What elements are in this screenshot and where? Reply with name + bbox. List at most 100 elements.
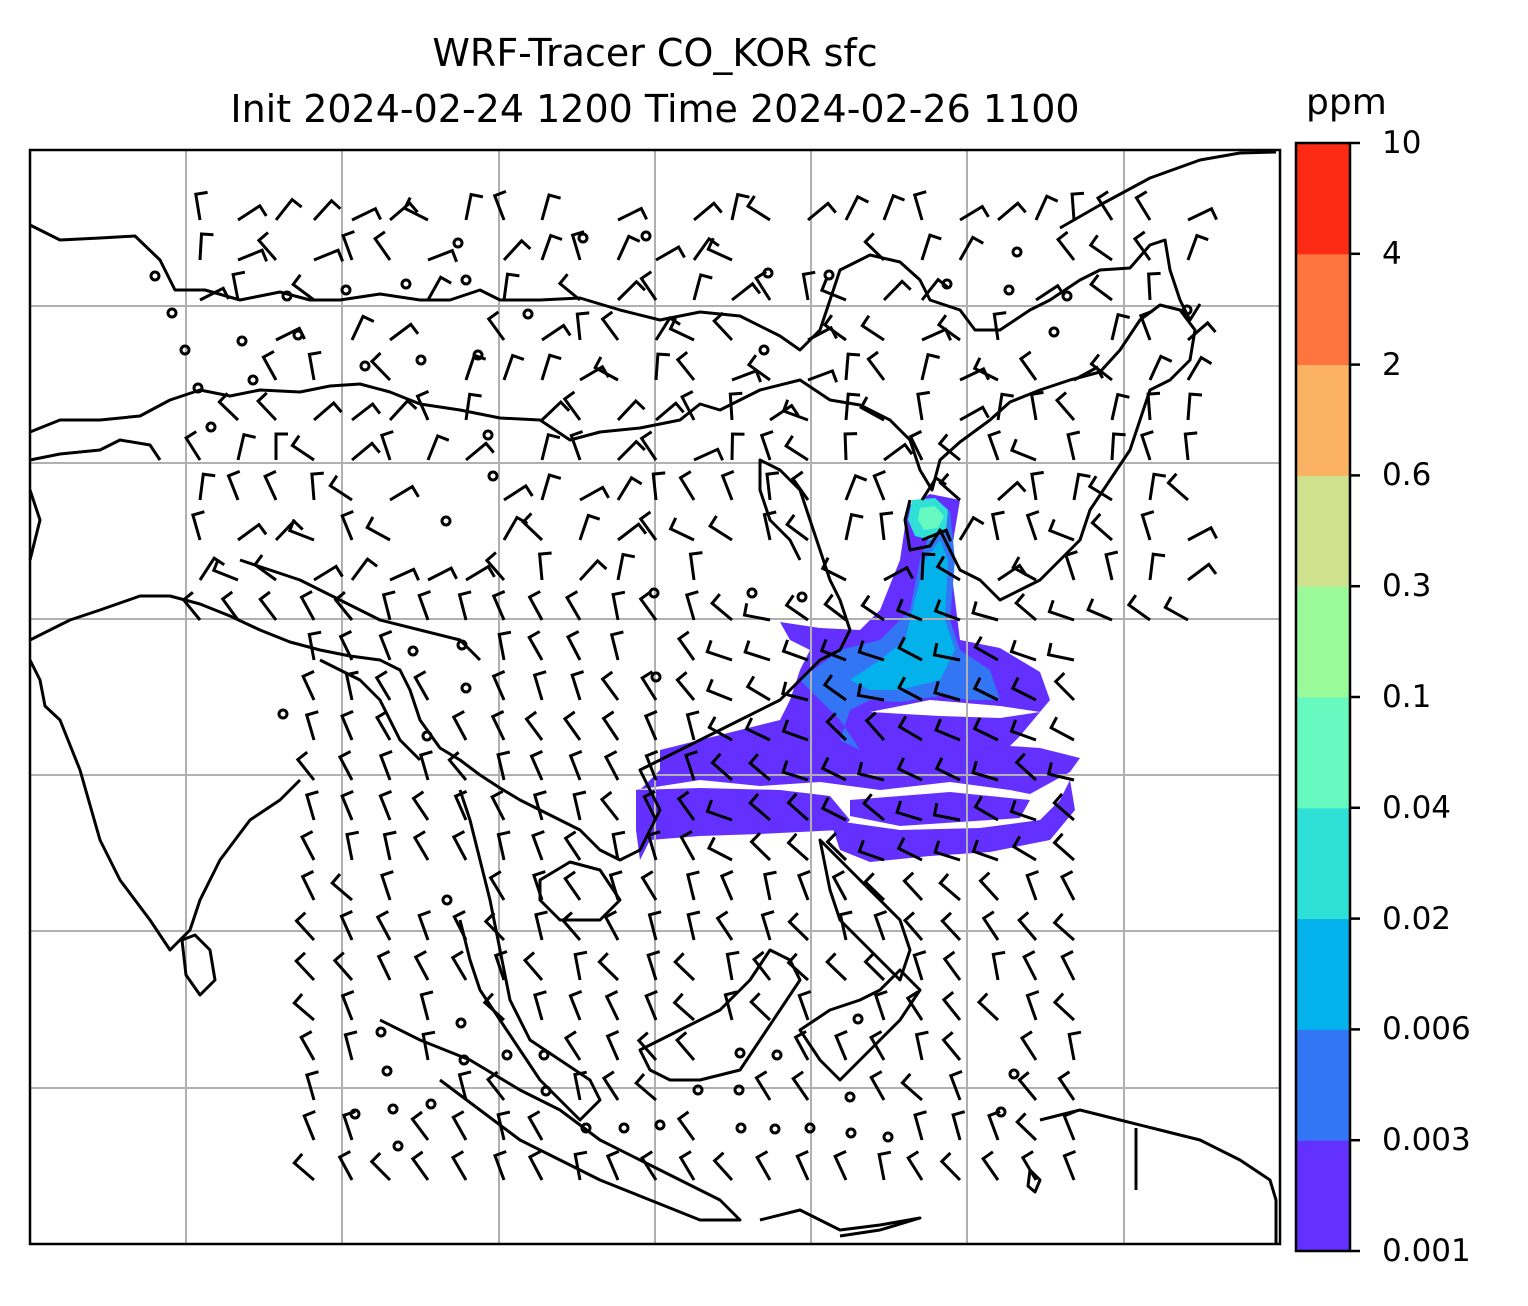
calm-wind-marker xyxy=(501,1049,513,1061)
wind-barb xyxy=(1187,562,1218,582)
wind-barb xyxy=(838,910,853,941)
wind-barb xyxy=(340,790,354,821)
colorbar-segment xyxy=(1296,697,1350,809)
wind-barb xyxy=(863,952,886,982)
wind-barb xyxy=(1053,672,1076,702)
wind-barb xyxy=(897,715,923,742)
wind-barb xyxy=(1090,512,1113,542)
wind-barb xyxy=(1138,309,1153,341)
wind-barb xyxy=(220,590,240,621)
wind-barb xyxy=(938,472,961,502)
wind-barb xyxy=(389,200,419,222)
wind-barb xyxy=(730,192,750,221)
wind-barb xyxy=(1035,283,1066,302)
wind-barb xyxy=(301,670,316,701)
calm-wind-marker xyxy=(618,1122,630,1134)
wind-barb xyxy=(490,790,506,821)
wind-barb xyxy=(447,751,468,781)
wind-barb xyxy=(844,473,868,501)
wind-barb xyxy=(731,368,763,383)
wind-barb xyxy=(380,870,394,901)
calm-wind-marker xyxy=(735,1122,747,1134)
wind-barb xyxy=(563,830,582,861)
wind-barb xyxy=(744,717,771,742)
wind-barb xyxy=(760,910,775,941)
wind-barb xyxy=(639,270,658,301)
wind-barb xyxy=(825,952,848,982)
wind-barb xyxy=(540,399,571,422)
calm-wind-marker xyxy=(1008,1068,1020,1080)
wind-barb xyxy=(569,430,584,461)
wind-barb xyxy=(1088,234,1113,262)
wind-barb xyxy=(496,830,511,861)
wind-barb xyxy=(557,273,581,302)
wind-barb xyxy=(564,590,582,621)
wind-barb xyxy=(573,1150,588,1181)
wind-barb xyxy=(410,1150,430,1181)
wind-barb xyxy=(609,630,624,661)
wind-barb xyxy=(375,910,392,941)
wind-barb xyxy=(491,670,506,701)
wind-barb xyxy=(780,681,809,702)
colorbar-segment xyxy=(1296,1140,1350,1252)
wind-barb xyxy=(831,870,848,901)
wind-barb xyxy=(654,352,670,381)
wind-barb xyxy=(883,442,914,462)
wind-barb xyxy=(1034,194,1059,221)
wind-barb xyxy=(1019,1030,1038,1061)
wind-barb xyxy=(540,473,562,501)
wind-barb xyxy=(332,951,354,981)
wind-barb xyxy=(745,675,771,702)
wind-barb xyxy=(1009,719,1037,742)
wind-barb xyxy=(1046,642,1075,662)
wind-barb xyxy=(616,552,636,581)
wind-barb xyxy=(795,1150,810,1181)
wind-barb xyxy=(427,248,459,263)
colorbar-segment xyxy=(1296,586,1350,698)
wind-barb xyxy=(747,753,771,782)
wind-barb xyxy=(856,761,885,782)
wind-barb xyxy=(411,790,430,821)
wind-barb xyxy=(1186,355,1213,381)
wind-barb xyxy=(601,1070,620,1101)
wind-barb xyxy=(529,750,544,781)
colorbar-tick-label: 0.04 xyxy=(1382,789,1452,826)
wind-barb xyxy=(1187,206,1218,222)
wind-barb xyxy=(1134,190,1152,221)
wind-barb xyxy=(568,750,583,781)
wind-barb xyxy=(275,326,306,342)
wind-barb xyxy=(1140,430,1154,461)
wind-barb xyxy=(1046,762,1075,782)
calm-wind-marker xyxy=(460,682,472,694)
wind-barb xyxy=(1025,870,1040,901)
wind-barb xyxy=(532,670,547,701)
calm-wind-marker xyxy=(421,730,433,742)
wind-barb xyxy=(728,391,743,421)
wind-barb xyxy=(959,204,990,222)
wind-barb xyxy=(532,790,547,821)
wind-barb xyxy=(601,710,620,741)
wind-barb xyxy=(896,676,923,702)
wind-barb xyxy=(426,433,450,461)
wind-barb xyxy=(345,830,360,861)
wind-barb xyxy=(1089,353,1113,382)
wind-barb xyxy=(540,233,563,261)
wind-barb xyxy=(959,405,990,422)
wind-barb xyxy=(299,590,316,621)
wind-barb xyxy=(560,911,582,941)
wind-barb xyxy=(864,711,886,741)
wind-barb xyxy=(313,248,344,262)
wind-barb xyxy=(861,793,885,822)
wind-barb xyxy=(237,522,268,542)
wind-barb xyxy=(908,430,924,461)
calm-wind-marker xyxy=(359,360,371,372)
wind-barb xyxy=(1110,432,1126,461)
wind-barb xyxy=(860,594,885,622)
wind-barb xyxy=(603,750,620,781)
wind-barb xyxy=(879,511,894,541)
calm-wind-marker xyxy=(733,1084,745,1096)
wind-barb xyxy=(935,555,961,582)
wind-barb xyxy=(1067,1030,1082,1061)
plume-level-0003 xyxy=(800,510,1000,750)
wind-barb xyxy=(302,1110,316,1141)
